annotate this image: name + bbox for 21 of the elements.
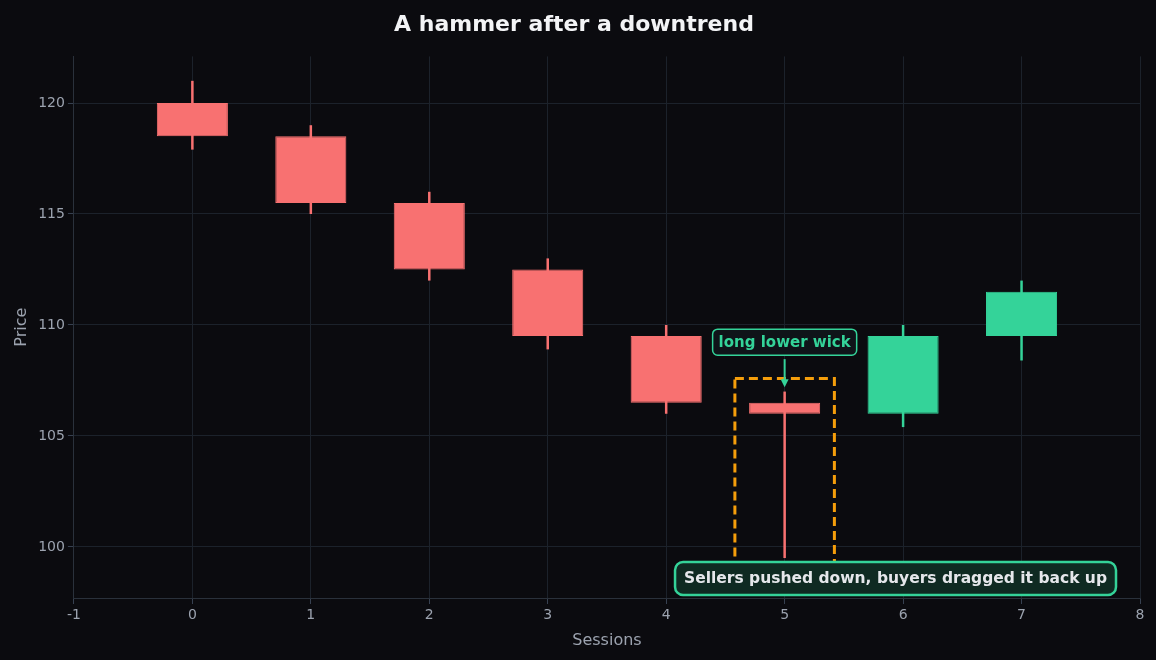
x-tick-label: 5 — [780, 606, 790, 623]
x-tick-label: 4 — [661, 606, 671, 623]
annotation: Sellers pushed down, buyers dragged it back up — [684, 569, 1108, 588]
x-tick-label: -1 — [66, 606, 81, 623]
y-tick-label: 115 — [38, 204, 65, 221]
x-tick-label: 1 — [306, 606, 316, 623]
y-tick-label: 105 — [38, 426, 65, 443]
x-tick-label: 2 — [424, 606, 434, 623]
x-tick-label: 3 — [543, 606, 553, 623]
x-tick-label: 7 — [1017, 606, 1027, 623]
y-tick-label: 120 — [38, 93, 65, 110]
y-tick-label: 100 — [38, 537, 65, 554]
x-tick-label: 0 — [187, 606, 197, 623]
x-tick-label: 8 — [1135, 606, 1145, 623]
chart-title: A hammer after a downtrend — [394, 10, 754, 36]
y-tick-label: 110 — [38, 315, 65, 332]
candlestick — [749, 390, 821, 560]
x-axis-title: Sessions — [572, 629, 642, 649]
annotation: long lower wick — [718, 333, 852, 352]
x-tick-label: 6 — [898, 606, 908, 623]
y-axis-title: Price — [10, 307, 30, 347]
